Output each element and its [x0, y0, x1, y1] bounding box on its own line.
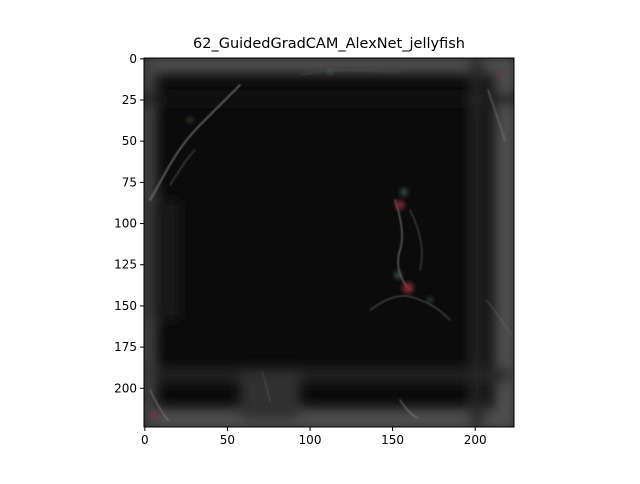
y-tick-label: 125 [114, 258, 137, 272]
heatmap-image [144, 58, 514, 427]
y-axis: 0 25 50 75 100 125 150 175 200 [114, 52, 144, 395]
x-tick-label: 100 [299, 433, 322, 447]
y-tick-label: 200 [114, 381, 137, 395]
y-tick-label: 25 [122, 93, 137, 107]
x-axis: 0 50 100 150 200 [141, 427, 487, 447]
y-tick-label: 75 [122, 175, 137, 189]
y-tick-label: 150 [114, 299, 137, 313]
x-tick-label: 50 [220, 433, 235, 447]
plot-frame [143, 57, 515, 428]
y-tick-label: 175 [114, 340, 137, 354]
y-tick-label: 0 [129, 52, 137, 66]
x-tick-label: 150 [381, 433, 404, 447]
y-tick-label: 50 [122, 134, 137, 148]
x-tick-label: 200 [464, 433, 487, 447]
x-tick-label: 0 [141, 433, 149, 447]
chart-title: 62_GuidedGradCAM_AlexNet_jellyfish [193, 36, 465, 52]
y-tick-label: 100 [114, 217, 137, 231]
